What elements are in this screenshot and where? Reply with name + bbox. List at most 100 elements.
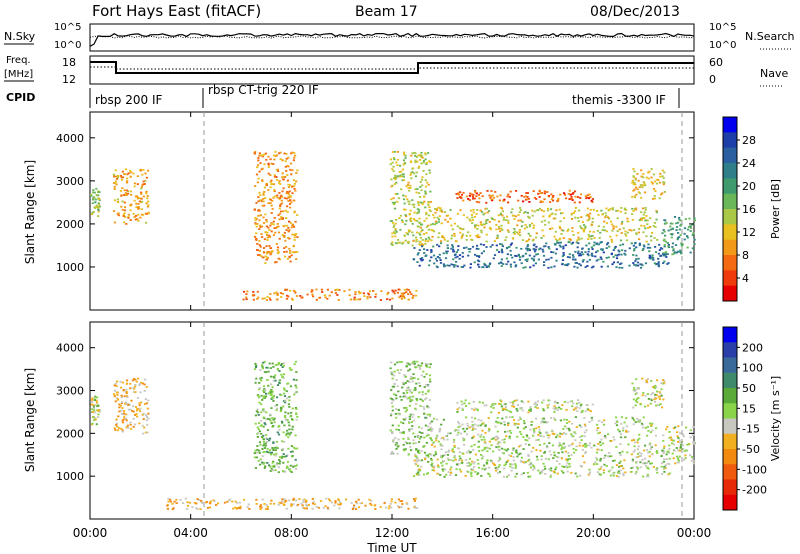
echo-cell bbox=[426, 181, 429, 184]
echo-cell bbox=[400, 188, 403, 191]
echo-cell bbox=[402, 241, 405, 244]
echo-cell bbox=[682, 435, 686, 438]
echo-cell bbox=[631, 466, 634, 469]
echo-cell bbox=[638, 420, 641, 423]
echo-cell bbox=[650, 399, 653, 402]
echo-cell bbox=[129, 421, 132, 424]
echo-cell bbox=[556, 241, 559, 244]
echo-cell bbox=[438, 232, 441, 235]
echo-cell bbox=[606, 243, 609, 246]
echo-cell bbox=[144, 172, 147, 175]
echo-cell bbox=[269, 375, 273, 378]
echo-cell bbox=[635, 246, 638, 249]
echo-cell bbox=[254, 217, 257, 219]
echo-cell bbox=[428, 171, 432, 174]
echo-cell bbox=[541, 200, 544, 203]
echo-cell bbox=[263, 163, 266, 166]
echo-cell bbox=[650, 393, 653, 396]
echo-cell bbox=[598, 431, 601, 434]
echo-cell bbox=[259, 162, 262, 164]
echo-cell bbox=[394, 232, 397, 235]
echo-cell bbox=[578, 238, 581, 241]
echo-cell bbox=[511, 467, 514, 469]
echo-cell bbox=[425, 161, 428, 164]
echo-cell bbox=[282, 210, 285, 213]
echo-cell bbox=[289, 252, 292, 254]
echo-cell bbox=[478, 445, 481, 448]
echo-cell bbox=[410, 154, 413, 157]
frequency-panel: Freq. [MHz] 18 12 Nave 60 0 bbox=[4, 55, 788, 87]
echo-cell bbox=[679, 441, 682, 444]
echo-cell bbox=[399, 431, 402, 434]
echo-cell bbox=[562, 432, 565, 434]
echo-cell bbox=[446, 247, 449, 249]
echo-cell bbox=[278, 381, 281, 384]
echo-cell bbox=[613, 438, 616, 441]
echo-cell bbox=[288, 199, 292, 202]
echo-cell bbox=[642, 176, 645, 179]
echo-cell bbox=[272, 220, 275, 223]
echo-cell bbox=[415, 507, 419, 509]
echo-cell bbox=[288, 289, 292, 292]
echo-cell bbox=[543, 261, 546, 263]
echo-cell bbox=[584, 425, 587, 428]
echo-cell bbox=[415, 290, 418, 292]
echo-cell bbox=[402, 163, 405, 166]
echo-cell bbox=[414, 442, 417, 444]
echo-cell bbox=[409, 209, 412, 212]
echo-cell bbox=[655, 218, 658, 221]
echo-cell bbox=[662, 398, 665, 401]
echo-cell bbox=[543, 442, 546, 445]
echo-cell bbox=[476, 228, 479, 230]
echo-cell bbox=[456, 197, 459, 199]
echo-cell bbox=[400, 175, 403, 178]
echo-cell bbox=[616, 421, 619, 423]
echo-cell bbox=[421, 259, 424, 261]
echo-cell bbox=[562, 442, 565, 445]
echo-cell bbox=[404, 223, 407, 226]
echo-cell bbox=[526, 196, 529, 198]
echo-cell bbox=[94, 395, 97, 398]
echo-cell bbox=[585, 197, 588, 200]
echo-cell bbox=[396, 158, 399, 161]
echo-cell bbox=[596, 463, 599, 465]
echo-cell bbox=[671, 253, 674, 256]
echo-cell bbox=[677, 441, 680, 443]
echo-cell bbox=[276, 363, 279, 366]
echo-cell bbox=[139, 391, 142, 394]
echo-cell bbox=[652, 386, 655, 388]
echo-cell bbox=[477, 263, 480, 266]
echo-cell bbox=[658, 249, 661, 251]
echo-cell bbox=[358, 292, 361, 295]
echo-cell bbox=[545, 242, 548, 245]
echo-cell bbox=[486, 450, 489, 453]
echo-cell bbox=[267, 164, 270, 166]
echo-cell bbox=[290, 445, 293, 447]
echo-cell bbox=[427, 152, 430, 154]
echo-cell bbox=[581, 444, 584, 447]
echo-cell bbox=[575, 426, 578, 428]
colorbar-segment bbox=[723, 418, 737, 435]
echo-cell bbox=[636, 441, 639, 444]
echo-cell bbox=[624, 233, 627, 236]
echo-cell bbox=[529, 408, 532, 411]
echo-cell bbox=[655, 427, 658, 430]
echo-cell bbox=[425, 225, 428, 228]
echo-cell bbox=[390, 506, 393, 509]
echo-cell bbox=[421, 393, 424, 396]
echo-cell bbox=[685, 449, 688, 452]
echo-cell bbox=[618, 266, 621, 269]
echo-cell bbox=[141, 382, 144, 385]
echo-cell bbox=[272, 399, 275, 402]
echo-cell bbox=[517, 219, 520, 222]
echo-cell bbox=[509, 401, 512, 404]
echo-cell bbox=[596, 429, 599, 432]
echo-cell bbox=[481, 467, 484, 470]
echo-cell bbox=[613, 247, 616, 250]
echo-cell bbox=[628, 247, 631, 250]
echo-cell bbox=[480, 231, 483, 234]
echo-cell bbox=[480, 475, 483, 477]
echo-cell bbox=[646, 378, 650, 380]
echo-cell bbox=[515, 422, 518, 425]
echo-cell bbox=[590, 416, 593, 419]
